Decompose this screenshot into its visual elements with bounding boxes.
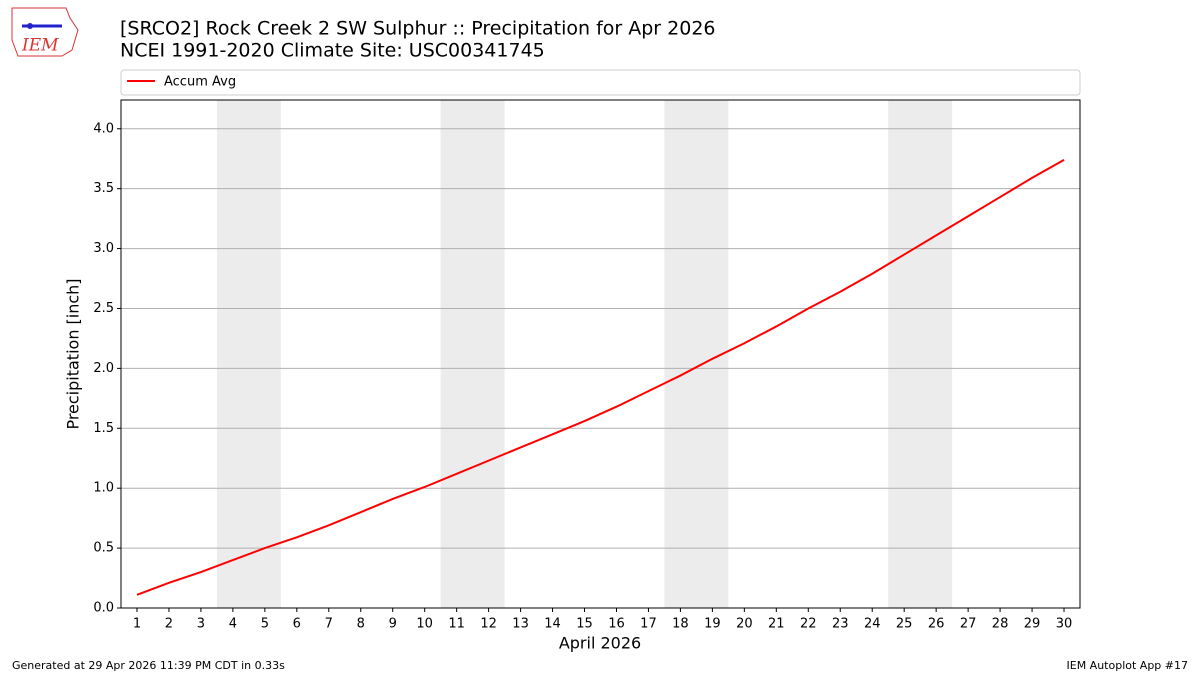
x-tick-label: 5 <box>261 617 269 632</box>
x-tick-label: 16 <box>608 617 625 632</box>
y-tick-label: 0.5 <box>93 541 114 556</box>
x-tick-label: 8 <box>357 617 365 632</box>
x-tick-label: 6 <box>293 617 301 632</box>
series-line <box>136 159 1065 596</box>
x-tick-label: 28 <box>992 617 1009 632</box>
x-tick-label: 19 <box>704 617 721 632</box>
x-tick-label: 15 <box>576 617 593 632</box>
x-tick-label: 30 <box>1056 617 1073 632</box>
x-tick-label: 2 <box>165 617 173 632</box>
y-tick-label: 1.0 <box>93 481 114 496</box>
weekend-span <box>888 100 953 608</box>
x-tick-label: 7 <box>325 617 333 632</box>
x-tick-label: 23 <box>832 617 849 632</box>
x-tick-label: 17 <box>640 617 657 632</box>
logo: IEM <box>11 7 79 57</box>
legend-label: Accum Avg <box>164 75 236 90</box>
footer-left: Generated at 29 Apr 2026 11:39 PM CDT in… <box>12 659 285 672</box>
legend-box <box>120 69 1081 96</box>
weekend-span <box>664 100 729 608</box>
x-tick-label: 25 <box>896 617 913 632</box>
x-tick-label: 18 <box>672 617 689 632</box>
chart-subtitle: NCEI 1991-2020 Climate Site: USC00341745 <box>120 40 545 62</box>
x-tick-label: 21 <box>768 617 785 632</box>
x-tick-label: 26 <box>928 617 945 632</box>
x-axis-label: April 2026 <box>559 634 641 653</box>
x-tick-label: 29 <box>1024 617 1041 632</box>
x-tick-label: 14 <box>544 617 561 632</box>
x-tick-label: 4 <box>229 617 237 632</box>
x-tick-label: 10 <box>416 617 433 632</box>
y-tick-label: 2.5 <box>93 301 114 316</box>
y-tick-label: 4.0 <box>93 121 114 136</box>
x-tick-label: 3 <box>197 617 205 632</box>
x-tick-label: 20 <box>736 617 753 632</box>
y-tick-label: 0.0 <box>93 601 114 616</box>
footer-right: IEM Autoplot App #17 <box>1067 659 1189 672</box>
logo-text: IEM <box>21 36 59 56</box>
y-tick-label: 2.0 <box>93 361 114 376</box>
x-tick-label: 1 <box>133 617 141 632</box>
x-tick-label: 12 <box>480 617 497 632</box>
y-tick-label: 3.5 <box>93 181 114 196</box>
x-tick-label: 24 <box>864 617 881 632</box>
x-tick-label: 11 <box>448 617 465 632</box>
x-tick-label: 13 <box>512 617 529 632</box>
x-tick-label: 27 <box>960 617 977 632</box>
plot-frame <box>120 99 1081 609</box>
chart-title: [SRCO2] Rock Creek 2 SW Sulphur :: Preci… <box>120 18 716 40</box>
weekend-span <box>216 100 281 608</box>
y-tick-label: 1.5 <box>93 421 114 436</box>
x-tick-label: 22 <box>800 617 817 632</box>
x-tick-label: 9 <box>389 617 397 632</box>
y-tick-label: 3.0 <box>93 241 114 256</box>
weekend-span <box>440 100 505 608</box>
y-axis-label: Precipitation [inch] <box>64 278 83 429</box>
